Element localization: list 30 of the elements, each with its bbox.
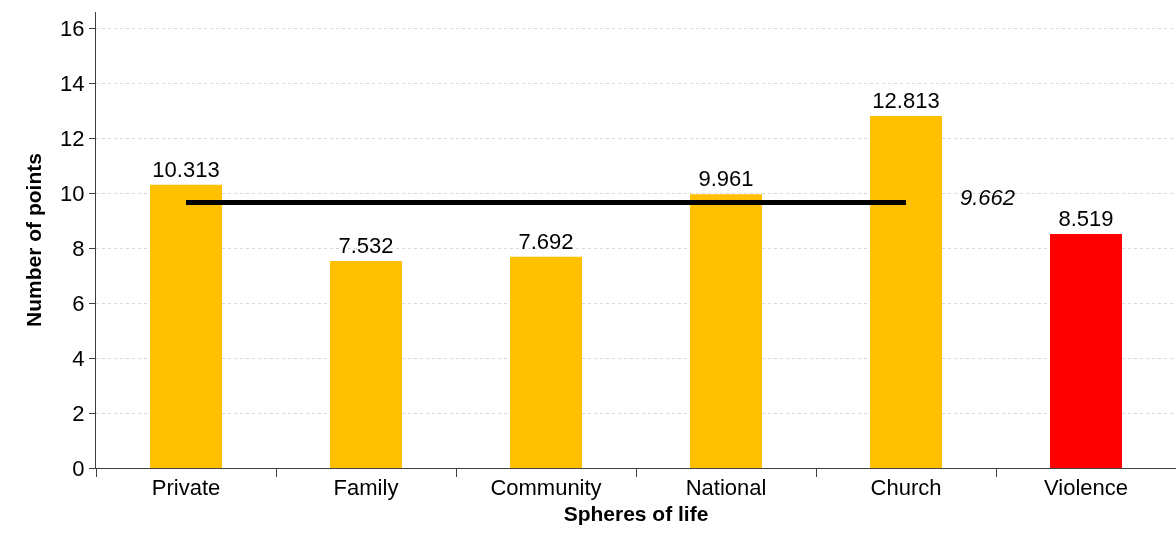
y-tick-label: 12 bbox=[60, 126, 85, 152]
data-label: 7.532 bbox=[338, 233, 394, 259]
bar bbox=[330, 261, 402, 468]
annotation: 9.662 bbox=[960, 185, 1016, 210]
x-tick-label: Violence bbox=[1044, 475, 1128, 501]
data-label: 9.961 bbox=[698, 166, 754, 192]
x-tick-label: Family bbox=[333, 475, 399, 501]
y-tick-label: 8 bbox=[72, 235, 85, 261]
y-tick-label: 14 bbox=[60, 71, 85, 97]
bar bbox=[510, 256, 582, 468]
y-tick-label: 2 bbox=[72, 400, 85, 426]
bar bbox=[690, 194, 762, 468]
bar bbox=[150, 184, 222, 468]
data-label: 7.692 bbox=[518, 228, 574, 254]
x-tick-label: Community bbox=[490, 475, 602, 501]
data-label: 8.519 bbox=[1058, 205, 1114, 231]
y-tick-label: 6 bbox=[72, 290, 85, 316]
y-tick-label: 10 bbox=[60, 181, 85, 206]
x-tick-label: Church bbox=[870, 475, 942, 501]
bar bbox=[1050, 233, 1122, 468]
y-tick-label: 0 bbox=[72, 455, 85, 481]
x-tick-label: National bbox=[685, 475, 767, 501]
x-tick-label: Private bbox=[151, 475, 221, 501]
y-tick-label: 4 bbox=[72, 345, 85, 371]
y-axis-title: Number of points bbox=[22, 153, 46, 327]
y-tick-label: 16 bbox=[60, 16, 85, 42]
bar bbox=[870, 116, 942, 468]
data-label: 10.313 bbox=[152, 156, 220, 182]
x-axis-title: Spheres of life bbox=[563, 501, 709, 525]
data-label: 12.813 bbox=[872, 88, 940, 114]
